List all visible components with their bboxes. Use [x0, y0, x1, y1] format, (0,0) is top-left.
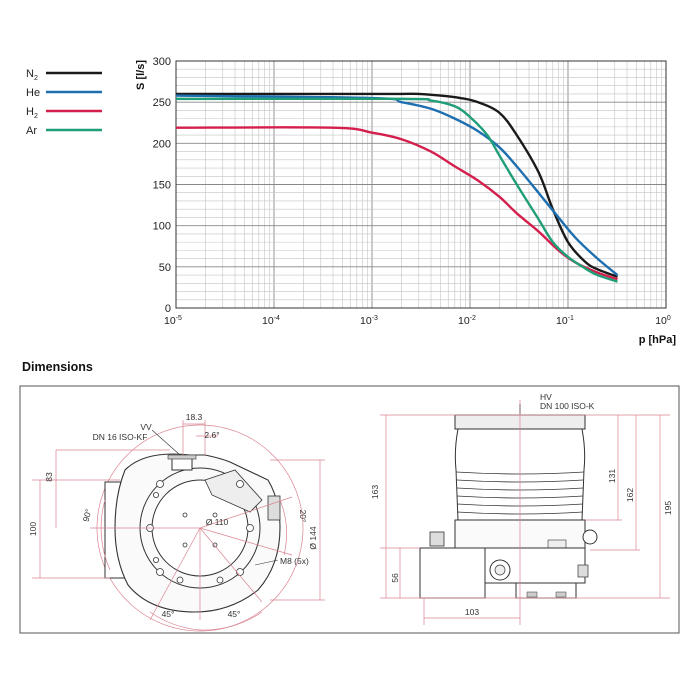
x-axis-label: p [hPa] — [639, 334, 677, 346]
top-view-drawing: VV DN 16 ISO-KF 18.3 2.6° 83 90° 100 Ø 1… — [28, 412, 325, 632]
dim-56-label: 56 — [390, 573, 400, 583]
y-tick-label: 200 — [153, 138, 171, 150]
x-tick-label: 10-3 — [360, 315, 378, 327]
y-tick-label: 50 — [159, 262, 171, 274]
series-line-ar — [175, 97, 618, 283]
legend-label: He — [26, 87, 40, 99]
angle-20-label: 20° — [298, 510, 308, 523]
dim-83-label: 83 — [44, 472, 54, 482]
dim-195-label: 195 — [663, 501, 673, 515]
angle-45-left-label: 45° — [162, 609, 175, 619]
angle-2-6-label: 2.6° — [204, 430, 219, 440]
dimensions-heading: Dimensions — [22, 360, 93, 374]
dim-131-label: 131 — [607, 469, 617, 483]
vv-label: VV — [140, 422, 152, 432]
dim-163-label: 163 — [370, 485, 380, 499]
angle-45-right-label: 45° — [228, 609, 241, 619]
angle-90-label: 90° — [81, 508, 94, 523]
y-tick-label: 100 — [153, 221, 171, 233]
drawing-frame — [19, 385, 680, 634]
m8-thread-label: M8 (5x) — [280, 556, 309, 566]
dia-144-label: Ø 144 — [308, 526, 318, 549]
width-18-3-label: 18.3 — [186, 412, 203, 422]
y-tick-labels: 0 50 100 150 200 250 300 — [153, 56, 171, 315]
dim-103-label: 103 — [465, 607, 479, 617]
side-view-drawing: HV DN 100 ISO-K 163 56 131 162 195 103 — [370, 392, 673, 625]
pumping-speed-chart: N2 He H2 Ar 0 50 100 150 200 250 300 10-5 10-4 10-3… — [26, 56, 677, 346]
y-axis-label: S [l/s] — [135, 60, 147, 90]
dn100-flange-label: DN 100 ISO-K — [540, 401, 595, 411]
dia-110-label: Ø 110 — [206, 517, 229, 527]
chart-series — [175, 92, 619, 283]
x-tick-labels: 10-5 10-4 10-3 10-2 10-1 100 — [164, 315, 671, 327]
dn16-flange-label: DN 16 ISO-KF — [93, 432, 148, 442]
y-tick-label: 0 — [165, 303, 171, 315]
x-tick-label: 10-5 — [164, 315, 182, 327]
legend-label: N2 — [26, 68, 38, 82]
y-tick-label: 250 — [153, 97, 171, 109]
hv-label: HV — [540, 392, 552, 402]
legend-label: H2 — [26, 106, 38, 120]
series-line-n2 — [176, 92, 618, 278]
x-tick-label: 10-2 — [458, 315, 476, 327]
dim-100-label: 100 — [28, 522, 38, 536]
x-tick-label: 100 — [655, 315, 671, 327]
legend-label: Ar — [26, 125, 37, 137]
x-tick-label: 10-4 — [262, 315, 280, 327]
chart-grid — [175, 61, 666, 308]
dim-162-label: 162 — [625, 488, 635, 502]
y-tick-label: 150 — [153, 180, 171, 192]
y-tick-label: 300 — [153, 56, 171, 68]
x-tick-label: 10-1 — [556, 315, 574, 327]
chart-legend: N2 He H2 Ar — [26, 68, 102, 137]
plot-frame — [175, 60, 667, 309]
